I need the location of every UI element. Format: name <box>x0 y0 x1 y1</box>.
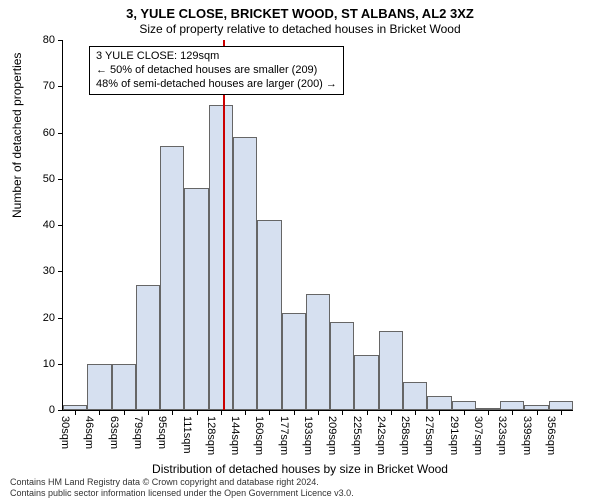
x-tick <box>221 410 222 415</box>
footer-line-2: Contains public sector information licen… <box>10 488 354 498</box>
x-tick-label: 291sqm <box>448 416 460 455</box>
annotation-box: 3 YULE CLOSE: 129sqm← 50% of detached ho… <box>89 46 344 95</box>
x-tick <box>245 410 246 415</box>
chart-title-sub: Size of property relative to detached ho… <box>0 22 600 36</box>
footer-line-1: Contains HM Land Registry data © Crown c… <box>10 477 354 487</box>
x-tick <box>124 410 125 415</box>
y-tick-label: 80 <box>43 34 55 46</box>
x-tick <box>197 410 198 415</box>
x-tick-label: 356sqm <box>545 416 557 455</box>
x-tick <box>148 410 149 415</box>
x-tick <box>439 410 440 415</box>
x-tick-label: 30sqm <box>59 416 71 449</box>
y-tick-label: 30 <box>43 265 55 277</box>
x-tick <box>488 410 489 415</box>
x-tick <box>391 410 392 415</box>
plot-area: 0102030405060708030sqm46sqm63sqm79sqm95s… <box>62 40 573 411</box>
histogram-bar <box>87 364 111 410</box>
x-tick <box>269 410 270 415</box>
y-tick-label: 0 <box>49 404 55 416</box>
x-tick <box>75 410 76 415</box>
y-tick-label: 60 <box>43 127 55 139</box>
x-tick-label: 323sqm <box>496 416 508 455</box>
histogram-bar <box>330 322 354 410</box>
annotation-line: 3 YULE CLOSE: 129sqm <box>96 50 337 64</box>
x-tick-label: 177sqm <box>278 416 290 455</box>
x-tick <box>512 410 513 415</box>
x-tick-label: 144sqm <box>229 416 241 455</box>
histogram-bar <box>306 294 330 410</box>
histogram-bar <box>112 364 136 410</box>
x-tick <box>415 410 416 415</box>
histogram-bar <box>379 331 403 410</box>
histogram-bar <box>427 396 451 410</box>
reference-line <box>223 40 225 410</box>
histogram-bar <box>452 401 476 410</box>
y-tick <box>58 271 63 272</box>
y-tick <box>58 318 63 319</box>
x-tick-label: 225sqm <box>351 416 363 455</box>
x-tick <box>367 410 368 415</box>
histogram-bar <box>354 355 378 411</box>
y-tick <box>58 133 63 134</box>
x-tick <box>561 410 562 415</box>
x-tick <box>294 410 295 415</box>
property-size-histogram: 3, YULE CLOSE, BRICKET WOOD, ST ALBANS, … <box>0 0 600 500</box>
x-tick <box>99 410 100 415</box>
y-tick-label: 10 <box>43 358 55 370</box>
y-tick <box>58 410 63 411</box>
x-tick <box>342 410 343 415</box>
y-tick <box>58 86 63 87</box>
x-tick-label: 128sqm <box>205 416 217 455</box>
y-tick-label: 50 <box>43 173 55 185</box>
x-tick-label: 339sqm <box>521 416 533 455</box>
x-tick-label: 79sqm <box>132 416 144 449</box>
y-tick <box>58 40 63 41</box>
y-tick <box>58 364 63 365</box>
x-tick-label: 258sqm <box>399 416 411 455</box>
x-tick-label: 209sqm <box>326 416 338 455</box>
histogram-bar <box>233 137 257 410</box>
y-tick <box>58 225 63 226</box>
y-axis-label: Number of detached properties <box>10 53 24 218</box>
x-tick-label: 193sqm <box>302 416 314 455</box>
histogram-bar <box>160 146 184 410</box>
x-tick-label: 95sqm <box>156 416 168 449</box>
x-tick-label: 111sqm <box>181 416 193 454</box>
x-tick <box>172 410 173 415</box>
histogram-bar <box>549 401 573 410</box>
annotation-line: ← 50% of detached houses are smaller (20… <box>96 64 337 78</box>
histogram-bar <box>136 285 160 410</box>
x-tick-label: 63sqm <box>108 416 120 449</box>
attribution-footer: Contains HM Land Registry data © Crown c… <box>10 477 354 498</box>
x-axis-label: Distribution of detached houses by size … <box>0 462 600 476</box>
histogram-bar <box>209 105 233 410</box>
histogram-bar <box>500 401 524 410</box>
x-tick-label: 242sqm <box>375 416 387 455</box>
x-tick-label: 275sqm <box>423 416 435 455</box>
histogram-bar <box>184 188 208 410</box>
x-tick <box>318 410 319 415</box>
x-tick-label: 160sqm <box>253 416 265 455</box>
y-tick-label: 40 <box>43 219 55 231</box>
histogram-bar <box>282 313 306 410</box>
histogram-bar <box>403 382 427 410</box>
histogram-bar <box>257 220 281 410</box>
y-tick-label: 20 <box>43 312 55 324</box>
y-tick-label: 70 <box>43 80 55 92</box>
x-tick-label: 46sqm <box>83 416 95 449</box>
x-tick-label: 307sqm <box>472 416 484 455</box>
annotation-line: 48% of semi-detached houses are larger (… <box>96 78 337 92</box>
chart-title-main: 3, YULE CLOSE, BRICKET WOOD, ST ALBANS, … <box>0 6 600 21</box>
x-tick <box>537 410 538 415</box>
y-tick <box>58 179 63 180</box>
x-tick <box>464 410 465 415</box>
